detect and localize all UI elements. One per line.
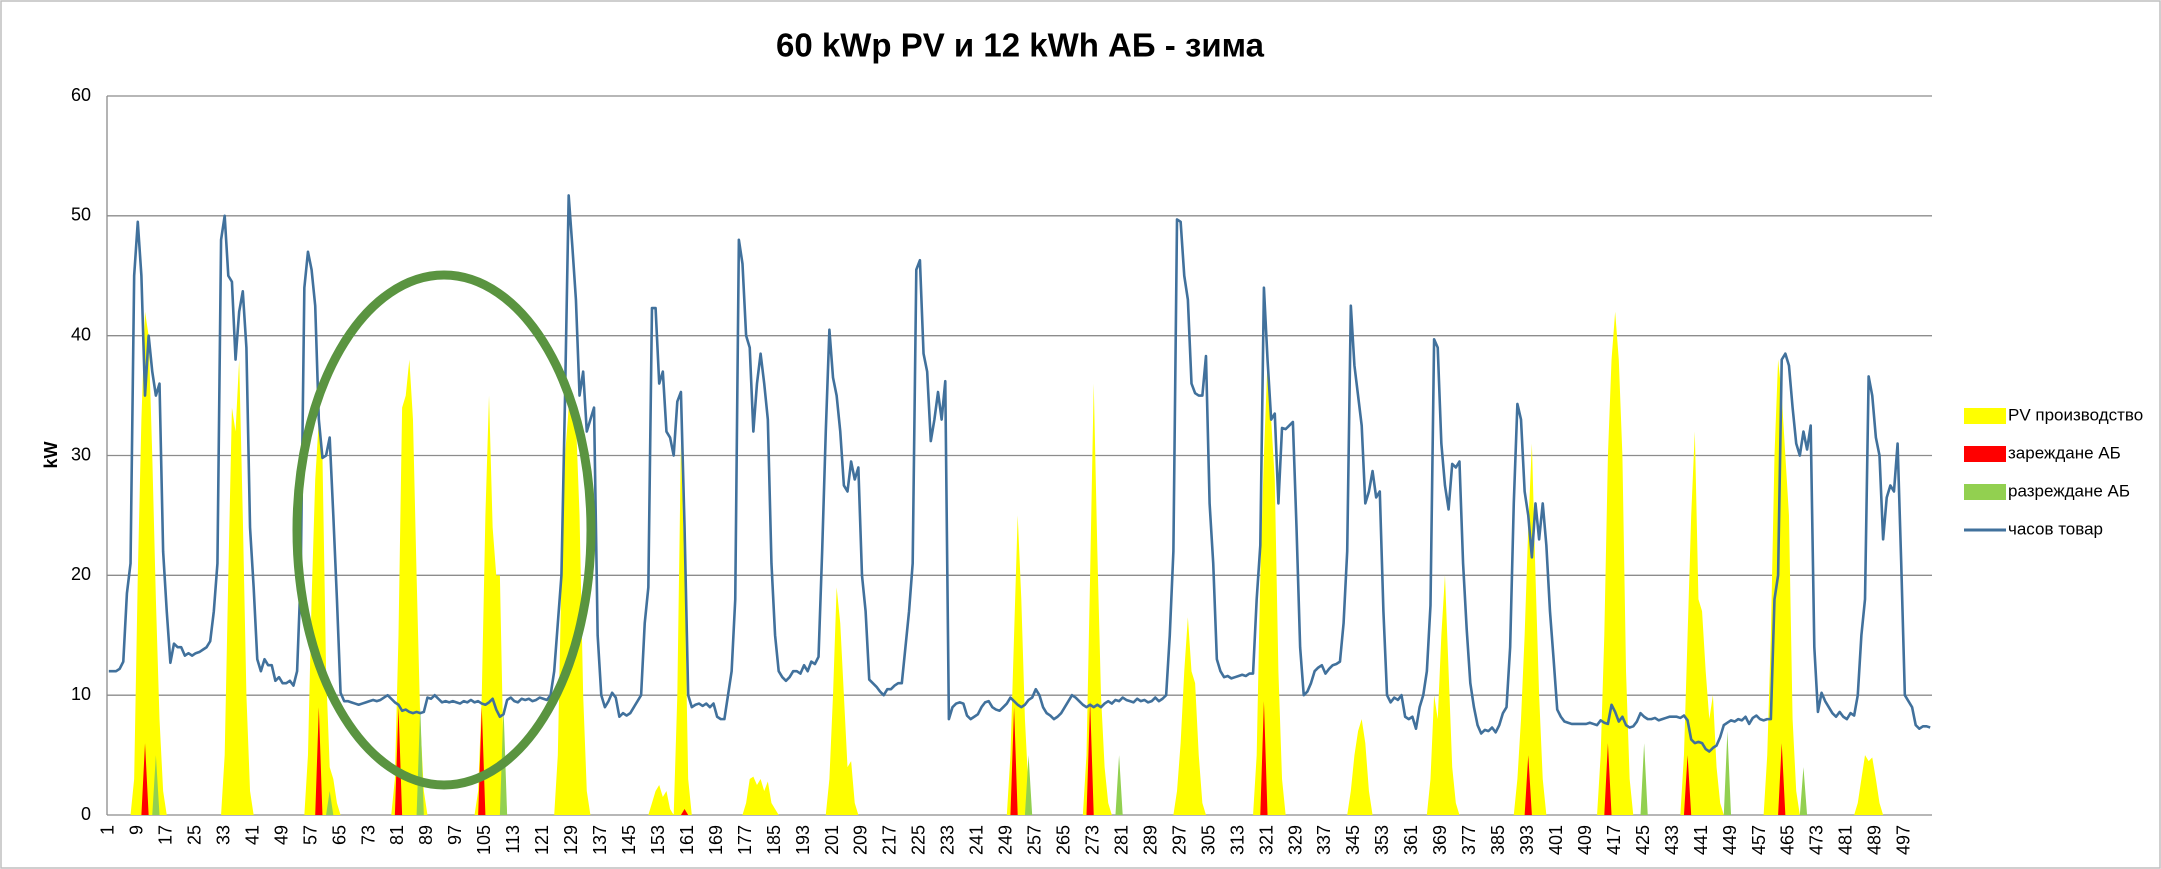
area [108, 311, 1931, 815]
x-tick-label: 81 [387, 825, 407, 845]
y-tick-label: 10 [71, 684, 91, 704]
y-tick-label: 30 [71, 444, 91, 464]
x-tick-label: 433 [1662, 825, 1682, 855]
x-tick-label: 97 [445, 825, 465, 845]
x-tick-label: 225 [909, 825, 929, 855]
x-tick-label: 273 [1082, 825, 1102, 855]
x-tick-label: 113 [503, 825, 523, 854]
x-tick-label: 313 [1227, 825, 1247, 855]
y-tick-label: 0 [81, 804, 91, 824]
legend-label: разреждане АБ [2008, 481, 2130, 500]
x-tick-label: 57 [300, 825, 320, 845]
x-tick-label: 457 [1749, 825, 1769, 855]
x-tick-label: 9 [127, 825, 147, 835]
x-tick-label: 417 [1604, 825, 1624, 855]
legend-swatch [1964, 484, 2006, 500]
x-tick-label: 121 [532, 825, 552, 855]
legend: PV производство зареждане АБ разреждане АБ… [1964, 405, 2143, 538]
x-tick-label: 1 [98, 825, 118, 835]
x-tick-label: 441 [1691, 825, 1711, 855]
x-tick-label: 289 [1140, 825, 1160, 855]
x-tick-label: 89 [416, 825, 436, 845]
x-tick-label: 49 [271, 825, 291, 845]
x-tick-label: 449 [1720, 825, 1740, 855]
chart-title: 60 kWp PV и 12 kWh АБ - зима [776, 27, 1265, 64]
x-tick-label: 25 [184, 825, 204, 845]
x-tick-label: 65 [329, 825, 349, 845]
y-axis-label: kW [41, 441, 61, 468]
line [108, 194, 1931, 753]
x-tick-label: 401 [1546, 825, 1566, 855]
x-tick-label: 201 [822, 825, 842, 855]
x-tick-label: 337 [1314, 825, 1334, 855]
plot-area [108, 194, 1931, 815]
legend-swatch [1964, 408, 2006, 424]
x-tick-label: 473 [1807, 825, 1827, 855]
x-tick-label: 177 [735, 825, 755, 855]
x-tick-label: 265 [1054, 825, 1074, 855]
y-tick-label: 50 [71, 205, 91, 225]
x-tick-label: 161 [677, 825, 697, 855]
x-tick-label: 257 [1025, 825, 1045, 855]
x-tick-label: 385 [1488, 825, 1508, 855]
x-tick-label: 489 [1865, 825, 1885, 855]
x-tick-label: 33 [213, 825, 233, 845]
x-tick-label: 169 [706, 825, 726, 855]
x-tick-label: 481 [1836, 825, 1856, 855]
legend-label: зареждане АБ [2008, 443, 2121, 462]
x-tick-label: 249 [996, 825, 1016, 855]
x-tick-label: 241 [967, 825, 987, 855]
x-tick-label: 377 [1459, 825, 1479, 855]
y-tick-label: 20 [71, 564, 91, 584]
legend-swatch [1964, 446, 2006, 462]
x-tick-label: 217 [880, 825, 900, 855]
x-tick-label: 209 [851, 825, 871, 855]
x-tick-label: 369 [1430, 825, 1450, 855]
y-tick-label: 40 [71, 324, 91, 344]
x-tick-label: 321 [1256, 825, 1276, 855]
x-tick-label: 361 [1401, 825, 1421, 855]
x-tick-label: 497 [1894, 825, 1914, 855]
x-tick-label: 305 [1198, 825, 1218, 855]
x-tick-label: 393 [1517, 825, 1537, 855]
legend-label: PV производство [2008, 405, 2143, 424]
x-tick-label: 129 [561, 825, 581, 855]
x-tick-label: 353 [1372, 825, 1392, 855]
x-tick-label: 425 [1633, 825, 1653, 855]
x-tick-label: 137 [590, 825, 610, 855]
x-tick-label: 73 [358, 825, 378, 845]
x-tick-label: 281 [1111, 825, 1131, 855]
x-tick-label: 465 [1778, 825, 1798, 855]
x-tick-label: 409 [1575, 825, 1595, 855]
x-tick-label: 345 [1343, 825, 1363, 855]
x-tick-label: 297 [1169, 825, 1189, 855]
x-tick-label: 185 [764, 825, 784, 855]
legend-label: часов товар [2008, 519, 2103, 538]
x-tick-label: 193 [793, 825, 813, 855]
x-tick-label: 41 [242, 825, 262, 845]
x-tick-label: 233 [938, 825, 958, 855]
x-tick-label: 105 [474, 825, 494, 855]
x-tick-label: 153 [648, 825, 668, 855]
x-tick-label: 145 [619, 825, 639, 855]
axes: 0 10 20 30 40 50 60 1 9 17 25 33 41 49 57 65 73 81 89 97 105… [71, 85, 1914, 855]
x-tick-label: 329 [1285, 825, 1305, 855]
y-tick-label: 60 [71, 85, 91, 105]
x-tick-label: 17 [155, 825, 175, 845]
highlight-ellipse [292, 270, 596, 790]
